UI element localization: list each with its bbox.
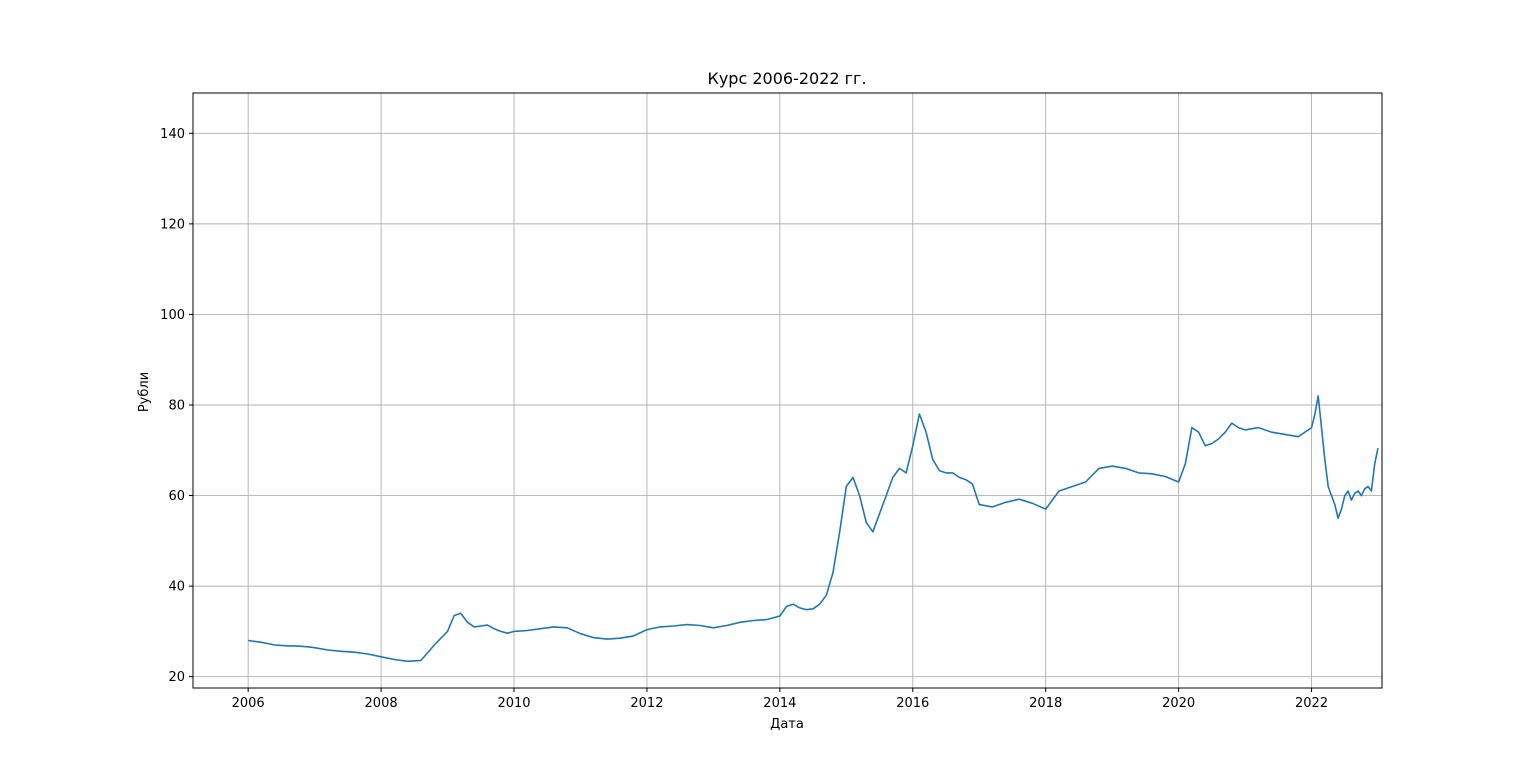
- y-tick-label: 20: [168, 670, 185, 685]
- x-tick-label: 2016: [896, 696, 929, 711]
- y-axis-ticks: 20 40 60 80 100 120 140: [160, 127, 193, 685]
- y-tick-label: 80: [168, 398, 185, 413]
- x-tick-label: 2006: [232, 696, 265, 711]
- y-tick-label: 140: [160, 127, 185, 142]
- y-tick-label: 40: [168, 580, 185, 595]
- series-line: [248, 395, 1379, 663]
- y-axis-label: Рубли: [137, 372, 152, 412]
- plot-frame: [192, 92, 1383, 689]
- x-tick-label: 2022: [1295, 696, 1328, 711]
- chart-title: Курс 2006-2022 гг.: [707, 69, 866, 88]
- y-tick-label: 120: [160, 217, 185, 232]
- x-tick-label: 2012: [630, 696, 663, 711]
- x-tick-label: 2018: [1029, 696, 1062, 711]
- y-tick-label: 100: [160, 308, 185, 323]
- x-axis-ticks: 2006 2008 2010 2012 2014 2016 2018 2020 2022: [232, 688, 1328, 711]
- x-tick-label: 2020: [1162, 696, 1195, 711]
- x-tick-label: 2014: [763, 696, 796, 711]
- grid: [193, 93, 1382, 688]
- x-tick-label: 2010: [497, 696, 530, 711]
- x-tick-label: 2008: [365, 696, 398, 711]
- series-layer: [248, 395, 1379, 663]
- y-tick-label: 60: [168, 489, 185, 504]
- x-axis-label: Дата: [770, 717, 804, 732]
